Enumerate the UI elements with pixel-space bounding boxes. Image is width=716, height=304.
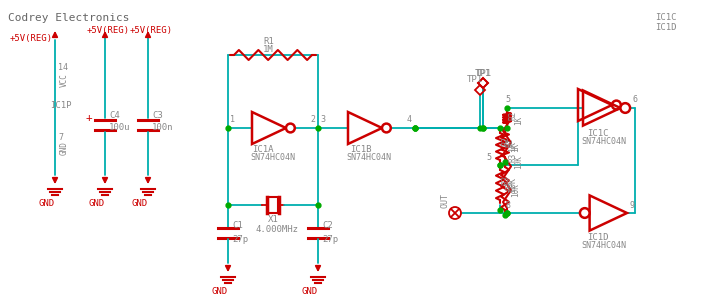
Text: GND: GND — [39, 199, 55, 208]
Text: +5V(REG): +5V(REG) — [87, 26, 130, 34]
Text: 5: 5 — [505, 95, 510, 105]
Text: 1K: 1K — [515, 116, 523, 125]
Text: R2: R2 — [501, 136, 511, 146]
Text: TP1: TP1 — [476, 68, 492, 78]
Text: GND: GND — [302, 286, 318, 295]
Text: 14: 14 — [58, 64, 68, 72]
Text: GND: GND — [212, 286, 228, 295]
Text: 1: 1 — [230, 116, 235, 125]
Text: 1M: 1M — [263, 46, 274, 54]
Text: 3: 3 — [320, 116, 325, 125]
Text: 10K: 10K — [515, 155, 523, 169]
Text: 6: 6 — [632, 95, 637, 105]
Text: SN74HC04N: SN74HC04N — [346, 154, 391, 163]
Text: 27p: 27p — [322, 236, 338, 244]
Text: 1K: 1K — [508, 141, 516, 151]
Circle shape — [382, 124, 391, 133]
Text: VCC: VCC — [60, 73, 69, 87]
Text: IC1A: IC1A — [252, 146, 274, 154]
Text: OUT: OUT — [440, 194, 450, 209]
Text: C3: C3 — [152, 112, 163, 120]
Circle shape — [580, 208, 589, 218]
Text: 10K: 10K — [511, 183, 521, 197]
Text: IC1D: IC1D — [587, 233, 609, 243]
Text: GND: GND — [132, 199, 148, 208]
Text: IC1C: IC1C — [587, 129, 609, 137]
Circle shape — [620, 103, 630, 113]
Text: GND: GND — [89, 199, 105, 208]
Text: 2: 2 — [310, 116, 315, 125]
Text: IC1D: IC1D — [655, 23, 677, 33]
Text: 4: 4 — [407, 116, 412, 125]
Text: TP1: TP1 — [475, 68, 491, 78]
Text: 1K: 1K — [511, 142, 521, 152]
Text: +5V(REG): +5V(REG) — [10, 33, 53, 43]
Text: R1: R1 — [263, 37, 274, 47]
Text: GND: GND — [60, 141, 69, 155]
Text: TP1: TP1 — [467, 75, 483, 85]
Text: R3: R3 — [505, 180, 515, 190]
Text: 5: 5 — [486, 154, 491, 163]
Text: R2: R2 — [505, 137, 515, 147]
Text: 100u: 100u — [109, 123, 130, 133]
Text: 4.000MHz: 4.000MHz — [255, 224, 298, 233]
Text: 8: 8 — [505, 201, 510, 209]
Text: C1: C1 — [232, 220, 243, 230]
Circle shape — [286, 124, 295, 133]
Text: 10K: 10K — [508, 178, 516, 192]
Text: R3: R3 — [501, 175, 511, 185]
Text: SN74HC04N: SN74HC04N — [581, 241, 626, 250]
Text: SN74HC04N: SN74HC04N — [581, 136, 626, 146]
Text: 100n: 100n — [152, 123, 173, 133]
Text: +: + — [86, 113, 92, 123]
Text: R2: R2 — [508, 110, 518, 120]
Text: X1: X1 — [268, 215, 279, 223]
Text: Codrey Electronics: Codrey Electronics — [8, 13, 130, 23]
Text: +5V(REG): +5V(REG) — [130, 26, 173, 34]
Text: 27p: 27p — [232, 236, 248, 244]
Text: C4: C4 — [109, 112, 120, 120]
Text: 9: 9 — [629, 201, 634, 209]
Text: SN74HC04N: SN74HC04N — [250, 154, 295, 163]
Text: C2: C2 — [322, 220, 333, 230]
Text: IC1P: IC1P — [50, 101, 72, 109]
Circle shape — [612, 101, 621, 109]
Text: IC1C: IC1C — [655, 13, 677, 22]
Text: R3: R3 — [508, 152, 518, 162]
Text: IC1B: IC1B — [350, 146, 372, 154]
Text: 7: 7 — [58, 133, 63, 143]
Bar — [268, 197, 278, 213]
